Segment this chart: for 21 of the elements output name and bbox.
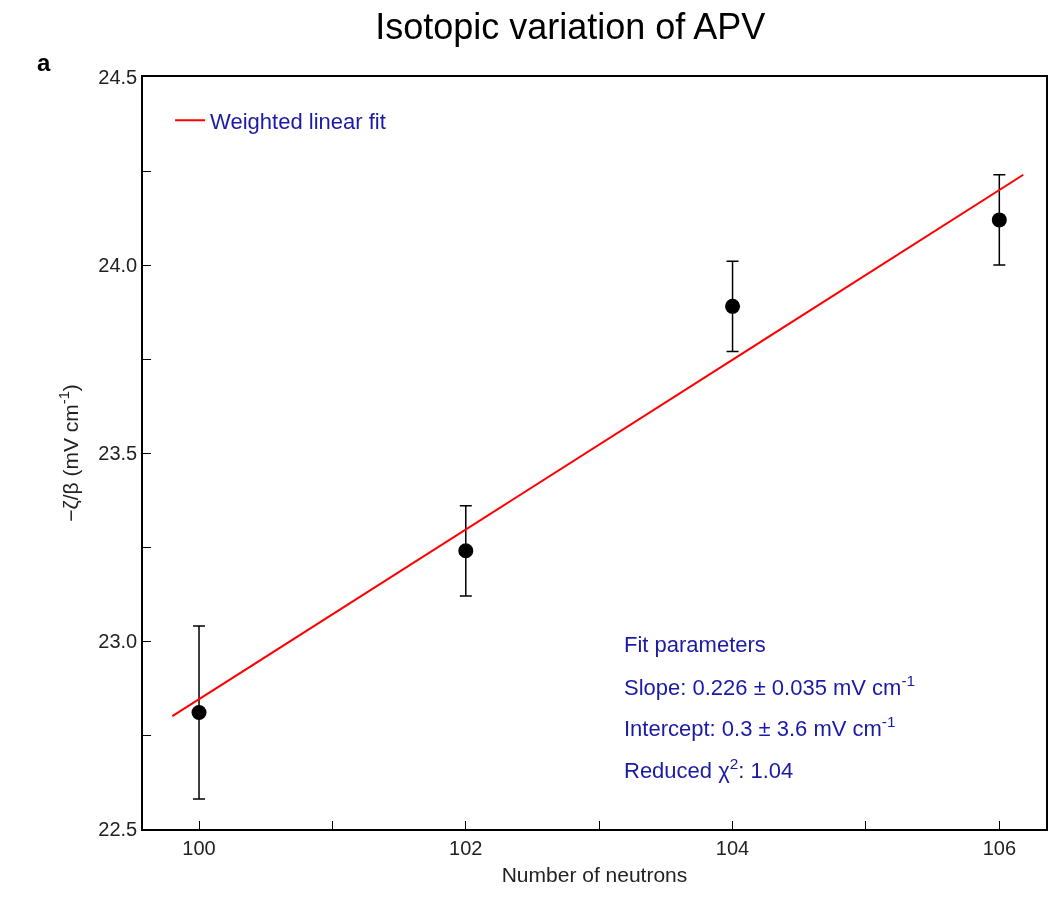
x-tick-label: 106 (982, 836, 1017, 859)
y-tick-label: 23.5 (98, 442, 138, 464)
y-tick-label: 22.5 (98, 818, 138, 840)
x-tick-label: 100 (182, 836, 216, 859)
point (991, 212, 1007, 228)
y-tick-label: 24.5 (98, 66, 138, 88)
x-axis-title: Number of neutrons (501, 863, 688, 887)
legend-label: Weighted linear fit (210, 108, 386, 134)
y-tick-label: 24.0 (98, 254, 138, 276)
annotation: Slope: 0.226 ± 0.035 mV cm$^{-1}$ (624, 672, 916, 701)
point (191, 704, 207, 720)
point (725, 298, 741, 314)
annotation: Fit parameters (624, 632, 766, 657)
y-tick-label: 23.0 (98, 630, 138, 652)
text: a (37, 49, 51, 76)
point (458, 543, 474, 559)
x-tick-label: 102 (449, 836, 483, 859)
chart-title: Isotopic variation of APV (375, 5, 766, 47)
annotation: Reduced χ$^{2}$: 1.04 (624, 755, 794, 784)
x-tick-label: 104 (715, 836, 750, 859)
annotation: Intercept: 0.3 ± 3.6 mV cm$^{-1}$ (624, 713, 896, 742)
